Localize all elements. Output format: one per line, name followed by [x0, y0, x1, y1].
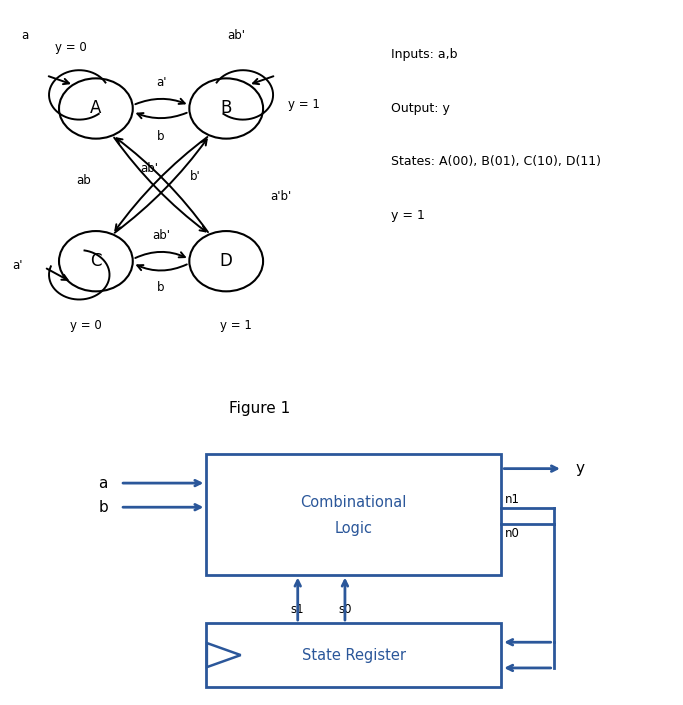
Text: ab': ab' [152, 228, 170, 242]
Text: n0: n0 [504, 527, 519, 540]
Text: Inputs: a,b: Inputs: a,b [391, 47, 458, 61]
Text: Logic: Logic [335, 522, 373, 537]
Text: a: a [21, 29, 28, 42]
Text: y = 0: y = 0 [70, 319, 102, 333]
Text: y = 0: y = 0 [55, 42, 87, 54]
Text: States: A(00), B(01), C(10), D(11): States: A(00), B(01), C(10), D(11) [391, 155, 601, 168]
FancyBboxPatch shape [206, 454, 501, 575]
Text: ab': ab' [227, 29, 245, 42]
Text: State Register: State Register [302, 648, 406, 663]
Text: n1: n1 [504, 493, 519, 505]
Text: D: D [220, 252, 233, 270]
Text: y = 1: y = 1 [391, 209, 425, 222]
Text: s1: s1 [291, 603, 305, 616]
Text: s0: s0 [338, 603, 352, 616]
Text: B: B [221, 99, 232, 118]
Text: y = 1: y = 1 [220, 319, 252, 333]
Text: A: A [90, 99, 102, 118]
Text: ab: ab [76, 174, 91, 188]
Text: a'b': a'b' [270, 190, 292, 204]
Text: ab': ab' [140, 162, 158, 176]
Text: C: C [90, 252, 102, 270]
Text: b': b' [190, 171, 201, 183]
Text: a': a' [12, 259, 23, 271]
Text: b: b [157, 281, 165, 294]
Text: Combinational: Combinational [301, 495, 407, 510]
Text: y = 1: y = 1 [288, 98, 320, 111]
Text: b: b [98, 500, 108, 515]
Text: b: b [157, 130, 165, 143]
FancyBboxPatch shape [206, 623, 501, 687]
Text: a': a' [156, 76, 166, 89]
Text: a: a [98, 476, 108, 491]
Text: Figure 1: Figure 1 [229, 401, 290, 417]
Text: Output: y: Output: y [391, 102, 450, 114]
Text: y: y [575, 461, 584, 476]
